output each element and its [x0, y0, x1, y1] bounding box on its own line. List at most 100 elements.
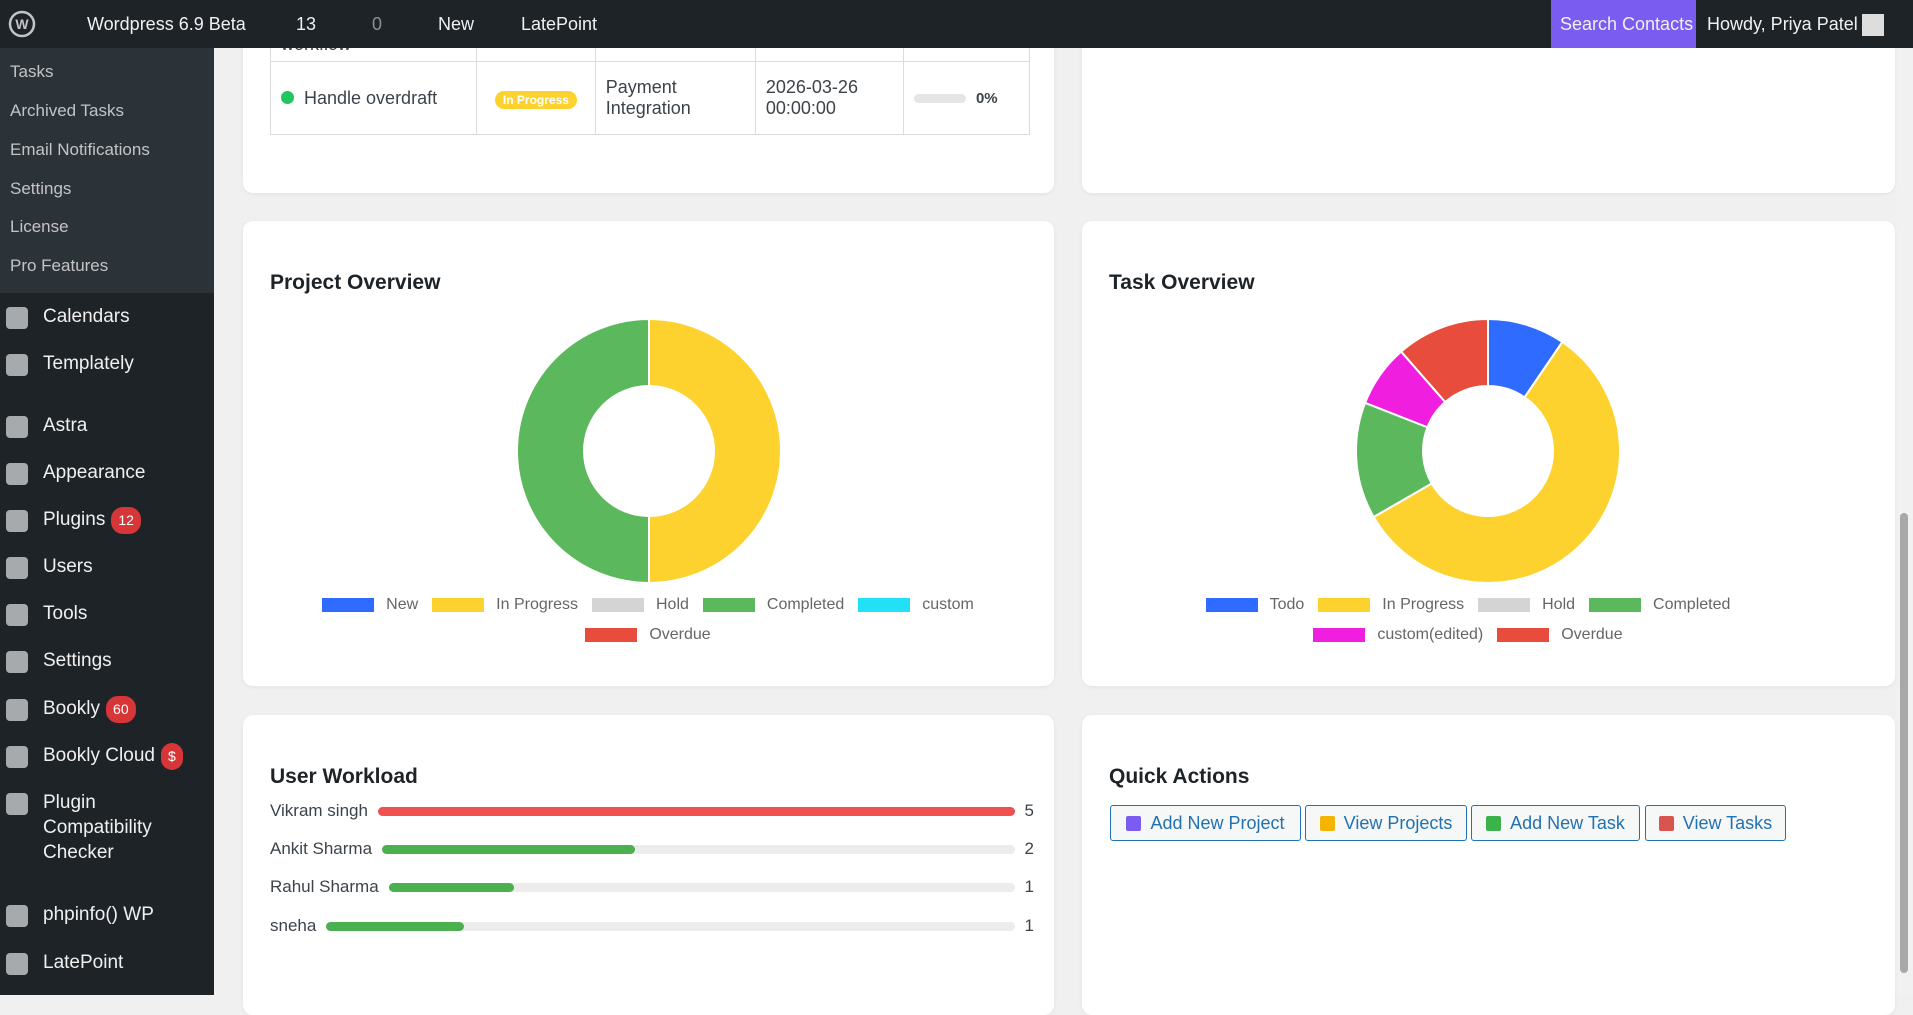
menu-badge: 12: [111, 507, 141, 534]
submenu-item[interactable]: Pro Features: [10, 256, 109, 275]
legend-swatch: [432, 598, 485, 612]
menu-item[interactable]: Plugins 12: [43, 507, 208, 534]
project-overview-card: Project Overview New In Progress Hold Comple…: [243, 221, 1054, 686]
menu-item[interactable]: Appearance: [43, 460, 208, 485]
workload-row: Rahul Sharma 1: [270, 877, 1034, 897]
workload-value: 1: [1024, 916, 1034, 935]
legend-swatch: [1589, 598, 1642, 612]
menu-icon: [6, 953, 28, 975]
legend-label: custom(edited): [1377, 626, 1484, 643]
quick-action-button[interactable]: View Projects: [1305, 805, 1467, 841]
workload-value: 2: [1024, 839, 1034, 858]
menu-icon: [6, 699, 28, 721]
legend-item[interactable]: In Progress: [1318, 596, 1464, 614]
workload-track: [388, 882, 1015, 892]
legend-label: New: [386, 596, 419, 613]
task-overview-card: Task Overview Todo In Progress Hold Complete…: [1082, 221, 1895, 686]
legend-item[interactable]: Completed: [1589, 596, 1730, 614]
menu-icon: [6, 746, 28, 768]
legend-item[interactable]: Todo: [1205, 596, 1304, 614]
legend-item[interactable]: Overdue: [585, 626, 711, 644]
menu-item[interactable]: phpinfo() WP: [43, 902, 208, 927]
legend-swatch: [322, 598, 375, 612]
button-icon: [1486, 815, 1502, 831]
card-title: Task Overview: [1109, 271, 1255, 294]
legend-item[interactable]: In Progress: [432, 596, 578, 614]
donut-segment: [1399, 317, 1489, 404]
donut-chart: [516, 317, 782, 585]
legend: Todo In Progress Hold Completed custom(edite…: [1118, 596, 1818, 644]
user-name: Vikram singh: [270, 801, 368, 820]
submenu-item[interactable]: License: [10, 217, 69, 236]
sidebar: Tasks Archived Tasks Email Notifications Se…: [0, 48, 214, 995]
menu-item[interactable]: Templately: [43, 351, 208, 376]
quick-action-button[interactable]: Add New Project: [1110, 805, 1301, 841]
submenu-item[interactable]: Tasks: [10, 62, 54, 81]
legend-swatch: [1313, 628, 1366, 642]
svg-text:W: W: [15, 16, 29, 32]
workload-value: 1: [1024, 877, 1034, 896]
workload-bar: [377, 806, 1015, 816]
menu-item[interactable]: Bookly 60: [43, 696, 208, 723]
workload-track: [326, 921, 1015, 931]
donut-segment: [648, 317, 782, 585]
menu-label: LatePoint: [43, 952, 124, 973]
menu-item[interactable]: Astra: [43, 413, 208, 438]
wp-logo[interactable]: W: [8, 10, 36, 38]
menu-icon: [6, 307, 28, 329]
task-row: Handle overdraft In Progress Payment Integ…: [269, 61, 1031, 135]
workload-bar: [326, 921, 464, 931]
menu-item[interactable]: Users: [43, 554, 208, 579]
quick-actions-card: Quick Actions Add New Project View Project…: [1082, 715, 1895, 1015]
greeting[interactable]: Howdy, Priya Patel: [1707, 14, 1858, 34]
menu-item[interactable]: Settings: [43, 648, 208, 673]
site-name[interactable]: Wordpress 6.9 Beta: [87, 14, 246, 34]
legend-label: In Progress: [1382, 596, 1465, 613]
menu-item[interactable]: Calendars: [43, 304, 208, 329]
submenu-item[interactable]: Settings: [10, 179, 72, 198]
latepoint-link[interactable]: LatePoint: [521, 14, 598, 34]
legend-label: Overdue: [1561, 626, 1623, 643]
legend-item[interactable]: custom: [858, 596, 974, 614]
submenu-item[interactable]: Email Notifications: [10, 140, 150, 159]
legend-swatch: [591, 598, 644, 612]
legend-item[interactable]: Hold: [591, 596, 689, 614]
progress-cell: 0%: [902, 61, 1031, 135]
menu-item[interactable]: Tools: [43, 601, 208, 626]
workload-track: [377, 806, 1015, 816]
legend-item[interactable]: Overdue: [1497, 626, 1623, 644]
search-box[interactable]: [1551, 0, 1696, 48]
menu-badge: 60: [106, 696, 136, 723]
legend-item[interactable]: New: [322, 596, 418, 614]
comments[interactable]: 0: [372, 14, 383, 34]
donut-chart: [1355, 317, 1621, 584]
button-label: Add New Project: [1150, 812, 1285, 833]
submenu-item[interactable]: Archived Tasks: [10, 101, 125, 120]
menu-label: Bookly Cloud: [43, 745, 155, 766]
workload-track: [382, 844, 1015, 854]
card-title: Quick Actions: [1109, 765, 1250, 788]
legend-item[interactable]: custom(edited): [1313, 626, 1483, 644]
legend-label: custom: [922, 596, 974, 613]
card-title: User Workload: [270, 765, 418, 788]
quick-action-button[interactable]: Add New Task: [1471, 805, 1640, 841]
user-name: Rahul Sharma: [270, 877, 379, 896]
new-link[interactable]: New: [438, 14, 475, 34]
updates[interactable]: 13: [296, 14, 317, 34]
menu-item[interactable]: LatePoint: [43, 950, 208, 975]
menu-icon: [6, 557, 28, 579]
menu-label: Users: [43, 556, 93, 577]
legend-item[interactable]: Hold: [1478, 596, 1575, 614]
scroll-thumb[interactable]: [1900, 513, 1908, 973]
status-cell: In Progress: [476, 61, 596, 135]
menu-item[interactable]: Plugin Compatibility Checker: [43, 790, 208, 865]
search-contacts[interactable]: Search Contacts: [1560, 14, 1694, 34]
legend-item[interactable]: Completed: [702, 596, 844, 614]
menu-item[interactable]: Bookly Cloud $: [43, 743, 208, 770]
menu-label: Settings: [43, 650, 112, 671]
progress: 0%: [913, 90, 1019, 107]
legend-swatch: [1318, 598, 1371, 612]
menu-icon: [6, 905, 28, 927]
status-dot: [281, 90, 294, 104]
quick-action-button[interactable]: View Tasks: [1645, 805, 1786, 841]
